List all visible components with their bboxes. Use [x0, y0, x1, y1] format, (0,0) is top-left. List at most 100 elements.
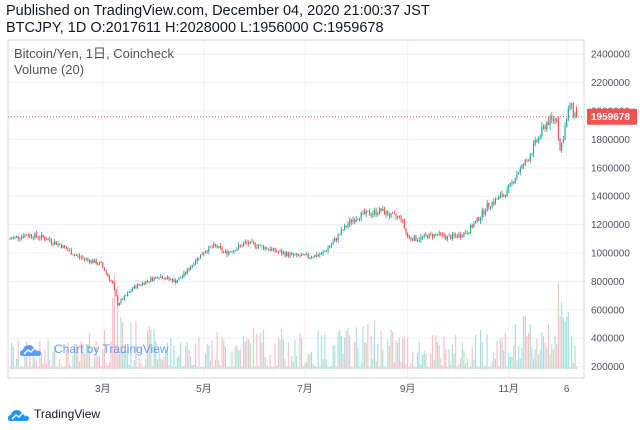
candle-body [296, 253, 298, 255]
candle-body [478, 217, 480, 221]
volume-bar [279, 339, 281, 369]
volume-bar [132, 367, 134, 369]
candle-body [470, 225, 472, 233]
volume-bar [168, 364, 170, 369]
candle-body [141, 282, 144, 285]
candle-body [412, 239, 414, 241]
price-axis[interactable]: 2400000220000020000001800000160000014000… [591, 50, 630, 373]
candle-body [531, 153, 533, 156]
candle-body [80, 257, 82, 259]
candle-body [140, 284, 142, 286]
footer-brand[interactable]: TradingView [8, 405, 100, 423]
candle-body [463, 232, 465, 237]
volume-bar [571, 335, 573, 369]
candle-body [267, 249, 270, 251]
volume-bar [418, 341, 420, 369]
candle-body [103, 267, 106, 271]
volume-bar [213, 367, 215, 369]
volume-bar [523, 316, 525, 369]
volume-bar [267, 367, 270, 369]
candle-body [83, 257, 86, 259]
volume-bar [64, 367, 66, 369]
volume-bar [77, 351, 79, 369]
candle-body [271, 249, 273, 251]
candle-body [175, 279, 177, 284]
time-axis[interactable]: 3月 5月 7月 9月 11月 6 [95, 383, 570, 395]
candle-body [148, 280, 150, 282]
volume-bar [16, 358, 18, 369]
candle-body [332, 241, 334, 245]
volume-bar [146, 330, 149, 369]
candle-body [113, 283, 115, 290]
volume-bar [380, 330, 382, 369]
candle-body [12, 237, 14, 239]
candle-body [155, 276, 157, 278]
volume-bar [301, 338, 303, 369]
candle-body [82, 257, 84, 259]
volume-bar [123, 350, 125, 369]
volume-bar [509, 356, 511, 369]
volume-bar [72, 355, 74, 369]
candle-body [534, 139, 536, 144]
candle-body [224, 251, 226, 253]
candle-body [465, 232, 467, 234]
candle-body [160, 276, 162, 278]
volume-bar [461, 342, 463, 369]
candle-body [257, 245, 260, 248]
candle-body [243, 243, 245, 247]
volume-bar [556, 344, 558, 369]
volume-bar [334, 345, 336, 369]
candle-body [57, 243, 59, 245]
volume-bar [345, 331, 347, 369]
candle-body [233, 250, 235, 252]
volume-bar [100, 366, 102, 369]
candle-body [88, 259, 91, 263]
candle-body [39, 237, 41, 239]
candle-body [67, 249, 69, 251]
volume-bar [246, 338, 248, 369]
volume-bar [228, 367, 230, 369]
candle-body [349, 220, 351, 225]
volume-bar [453, 353, 455, 369]
volume-bar [468, 367, 470, 369]
volume-bar [22, 367, 24, 369]
candle-body [40, 234, 43, 239]
candle-body [382, 208, 384, 211]
candle-body [523, 164, 525, 166]
volume-bar [526, 336, 528, 369]
candle-body [239, 245, 241, 246]
candle-body [226, 251, 228, 255]
volume-bar [420, 364, 422, 369]
candle-body [241, 245, 243, 247]
candle-body [282, 252, 284, 255]
candle-body [69, 250, 71, 252]
volume-bar [115, 344, 117, 369]
volume-bar [170, 338, 172, 369]
candle-body [289, 253, 291, 257]
candle-body [151, 277, 154, 281]
candle-body [532, 143, 535, 154]
volume-bar [103, 329, 106, 369]
volume-bar [204, 353, 207, 369]
candle-body [518, 172, 520, 175]
last-price-value: 1959678 [591, 112, 630, 123]
candle-body [476, 217, 478, 221]
volume-bar [214, 359, 217, 369]
candle-body [383, 208, 386, 215]
volume-bar [74, 343, 76, 369]
volume-bar [302, 367, 304, 369]
candle-body [474, 220, 477, 224]
volume-bar [150, 329, 152, 369]
volume-bars [9, 273, 578, 369]
volume-bar [398, 337, 400, 369]
candle-body [153, 277, 155, 281]
candle-body [385, 211, 387, 215]
volume-bar [486, 334, 488, 369]
volume-bar [110, 341, 112, 369]
candle-body [528, 160, 530, 162]
volume-bar [35, 360, 38, 369]
volume-bar [54, 346, 56, 369]
candle-body [370, 215, 372, 216]
volume-bar [69, 364, 71, 369]
